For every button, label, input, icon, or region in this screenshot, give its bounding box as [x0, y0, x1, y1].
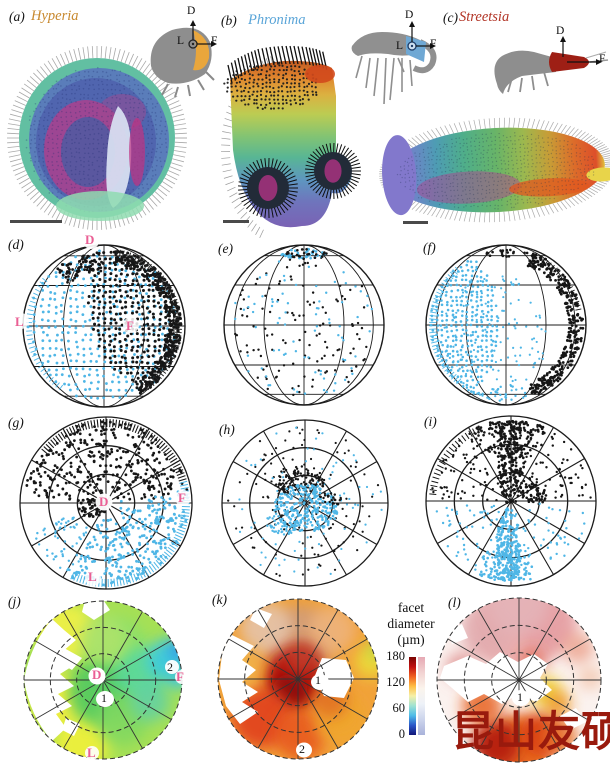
heatmap-j-marker-1: 1	[101, 691, 107, 705]
heatmap-k-marker-1: 1	[315, 673, 321, 687]
heatmap-j-marker-2: 2	[167, 660, 173, 674]
sphere-d-frontal-label: F	[126, 318, 134, 333]
panel-g-label: (g)	[8, 415, 24, 430]
colorbar-gradient-saturated	[409, 657, 416, 735]
heatmap-l-marker-1: 1	[517, 690, 523, 704]
inset-b-dorsal-label: D	[405, 9, 414, 21]
polar-g-frontal-label: F	[178, 490, 186, 505]
inset-c-dorsal-label: D	[556, 25, 565, 37]
panel-b-label: (b)	[221, 13, 237, 28]
inset-c-frontal-label: F	[599, 53, 606, 65]
sphere-d-dorsal-label: D	[85, 232, 95, 247]
polar-g-dorsal-label: D	[99, 494, 109, 509]
inset-a-frontal-label: F	[211, 35, 218, 47]
colorbar-title-line1: facet	[397, 600, 425, 615]
polar-g-lateral-label: L	[88, 569, 97, 584]
inset-b-lateral-label: L	[396, 40, 404, 52]
panel-h-label: (h)	[219, 422, 235, 437]
panel-a-label: (a)	[9, 9, 25, 24]
inset-a-lateral-label: L	[177, 35, 185, 47]
panel-k-label: (k)	[212, 592, 227, 607]
colorbar-tick-60: 60	[392, 701, 406, 715]
inset-b-frontal-label: F	[430, 38, 437, 50]
panel-c-label: (c)	[443, 10, 458, 25]
heatmap-k-marker-2: 2	[299, 742, 305, 756]
panel-e-label: (e)	[218, 241, 233, 256]
colorbar-tick-0: 0	[398, 727, 405, 741]
panel-j-label: (j)	[8, 594, 21, 609]
colorbar-gradient-pale	[418, 657, 425, 735]
panel-i-label: (i)	[424, 414, 437, 429]
colorbar-tick-180: 180	[386, 649, 405, 663]
species-title-phronima: Phronima	[248, 12, 306, 28]
heatmap-j-dorsal-label: D	[92, 667, 102, 682]
heatmap-j-lateral-label: L	[87, 745, 96, 760]
colorbar-title-line2: diameter	[387, 616, 435, 631]
watermark: 昆山友硕	[452, 707, 610, 756]
inset-a-dorsal-label: D	[187, 5, 196, 17]
species-title-streetsia: Streetsia	[459, 9, 510, 25]
panel-d-label: (d)	[8, 237, 24, 252]
panel-l-label: (l)	[448, 595, 461, 610]
sphere-d-lateral-label: L	[15, 314, 24, 329]
heatmap-j-frontal-label: F	[176, 669, 184, 684]
species-title-hyperia: Hyperia	[31, 8, 79, 24]
colorbar-tick-120: 120	[386, 675, 405, 689]
panel-f-label: (f)	[423, 240, 436, 255]
colorbar-title-line3: (µm)	[397, 632, 425, 647]
